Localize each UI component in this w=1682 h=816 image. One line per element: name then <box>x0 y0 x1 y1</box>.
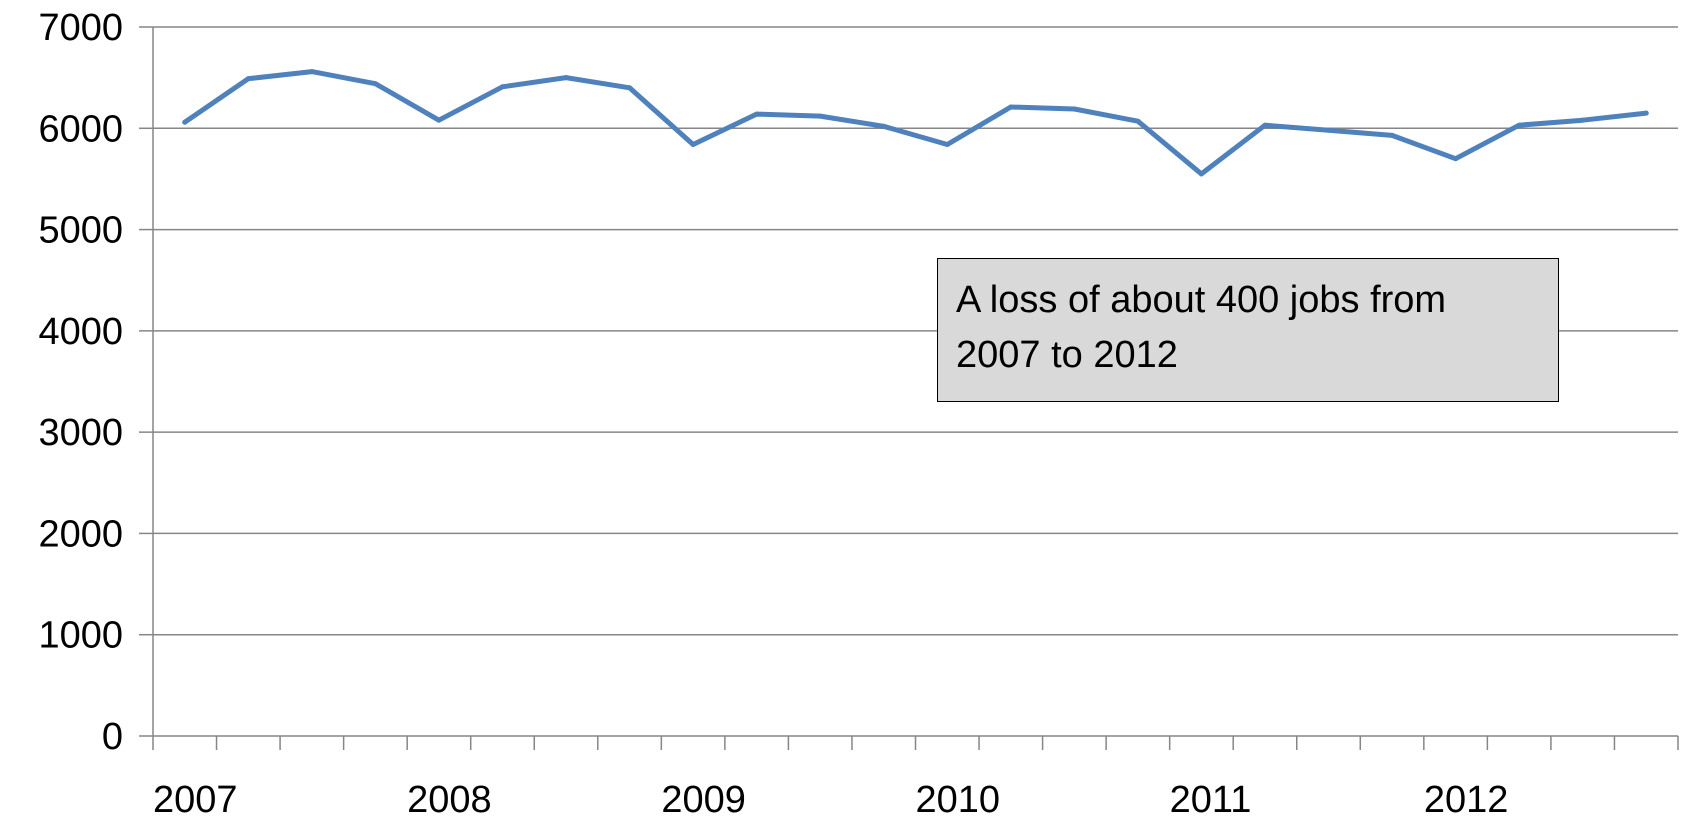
data-point <box>754 111 760 117</box>
y-tick-label: 1000 <box>38 615 123 657</box>
data-point <box>627 85 633 91</box>
data-point <box>309 69 315 75</box>
data-point <box>436 117 442 123</box>
data-point <box>1580 117 1586 123</box>
x-tick-label: 2007 <box>153 779 238 816</box>
data-point <box>1135 118 1141 124</box>
data-point <box>1516 122 1522 128</box>
annotation-box: A loss of about 400 jobs from 2007 to 20… <box>937 258 1559 402</box>
y-tick-label: 6000 <box>38 108 123 150</box>
gridlines <box>153 26 1678 636</box>
data-point <box>372 81 378 87</box>
data-point <box>1643 110 1649 116</box>
y-tick-labels: 0 1000 2000 3000 4000 5000 6000 7000 <box>38 7 123 758</box>
x-tick-label: 2012 <box>1424 779 1509 816</box>
x-tick-labels: 2007 2008 2009 2010 2011 2012 <box>153 779 1508 816</box>
y-tick-label: 2000 <box>38 513 123 555</box>
data-point <box>1008 104 1014 110</box>
x-tick-label: 2011 <box>1170 779 1252 816</box>
y-tick-label: 0 <box>102 716 123 758</box>
data-point <box>245 76 251 82</box>
x-tick-label: 2008 <box>407 779 492 816</box>
data-point <box>1198 171 1204 177</box>
data-point <box>1071 106 1077 112</box>
series-group <box>182 69 1649 177</box>
series-line <box>182 69 1649 177</box>
y-tick-label: 5000 <box>38 210 123 252</box>
data-point <box>1262 122 1268 128</box>
y-tick-label: 3000 <box>38 412 123 454</box>
data-point <box>1326 127 1332 133</box>
data-point <box>182 119 188 125</box>
x-tick-label: 2009 <box>661 779 746 816</box>
y-tick-label: 7000 <box>38 7 123 49</box>
data-point <box>944 141 950 147</box>
data-point <box>563 75 569 81</box>
x-tick-label: 2010 <box>916 779 1001 816</box>
data-point <box>817 113 823 119</box>
y-tick-label: 4000 <box>38 311 123 353</box>
data-point <box>499 84 505 90</box>
data-point <box>1453 156 1459 162</box>
data-point <box>881 123 887 129</box>
axes <box>139 26 1679 750</box>
data-point <box>690 141 696 147</box>
data-point <box>1389 132 1395 138</box>
